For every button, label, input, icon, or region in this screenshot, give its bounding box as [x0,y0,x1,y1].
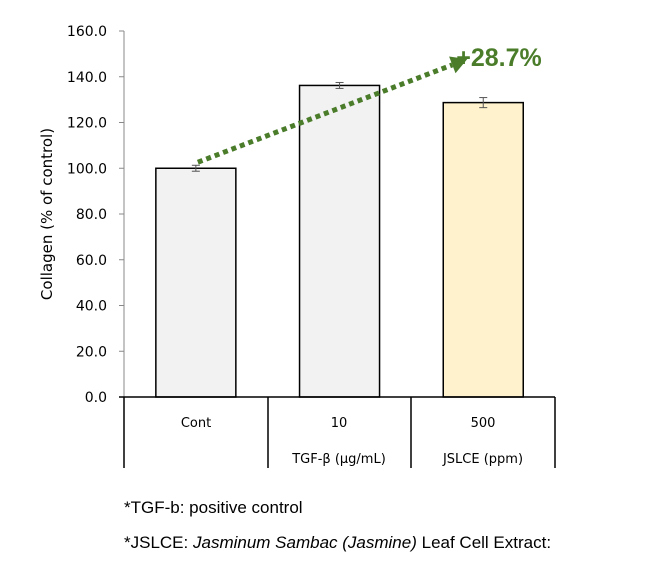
category-label-tgf: 10 [331,416,348,431]
category-label-jslce: 500 [471,416,496,431]
bars [155,81,524,398]
footnote-jslce-species: Jasminum Sambac (Jasmine) [192,533,417,552]
percent-increase-annotation: +28.7% [456,44,542,72]
y-tick-label: 40.0 [76,299,107,315]
y-tick-label: 140.0 [67,70,107,86]
trend-arrow-head [449,56,468,74]
y-tick-label: 120.0 [67,116,107,132]
trend-arrow [196,56,468,165]
group-label-tgf: TGF-β (μg/mL) [291,452,386,467]
footnote-jslce-prefix: *JSLCE: [124,533,193,552]
category-table: Cont 10 500 TGF-β (μg/mL) JSLCE (ppm) [119,396,556,468]
y-tick-label: 160.0 [67,24,107,40]
y-tick-label: 0.0 [85,390,107,406]
footnote-jslce-suffix: Leaf Cell Extract: [416,533,552,552]
y-tick-label: 100.0 [67,161,107,177]
group-label-jslce: JSLCE (ppm) [442,452,523,467]
y-axis-ticks: 0.0 20.0 40.0 60.0 80.0 100.0 120.0 140.0 160.0 [67,24,124,406]
y-tick-label: 20.0 [76,344,107,360]
trend-arrow-line [196,62,454,165]
bar-Cont [155,167,237,398]
y-tick-label: 60.0 [76,253,107,269]
footnote-jslce: *JSLCE: Jasminum Sambac (Jasmine) Leaf C… [124,533,551,553]
y-axis-label: Collagen (% of control) [38,128,56,300]
bar-500 [442,101,524,398]
category-label-cont: Cont [181,416,211,431]
footnote-tgf: *TGF-b: positive control [124,498,303,517]
bar-10 [298,84,381,398]
y-tick-label: 80.0 [76,207,107,223]
